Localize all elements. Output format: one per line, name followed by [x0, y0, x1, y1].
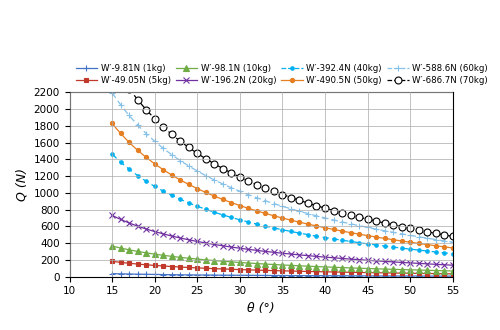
- Legend: W′-9.81N (1kg), W′-49.05N (5kg), W′-98.1N (10kg), W′-196.2N (20kg), W′-392.4N (4: W′-9.81N (1kg), W′-49.05N (5kg), W′-98.1…: [74, 62, 490, 86]
- Y-axis label: Q (N): Q (N): [15, 168, 28, 201]
- X-axis label: θ (°): θ (°): [248, 302, 275, 315]
